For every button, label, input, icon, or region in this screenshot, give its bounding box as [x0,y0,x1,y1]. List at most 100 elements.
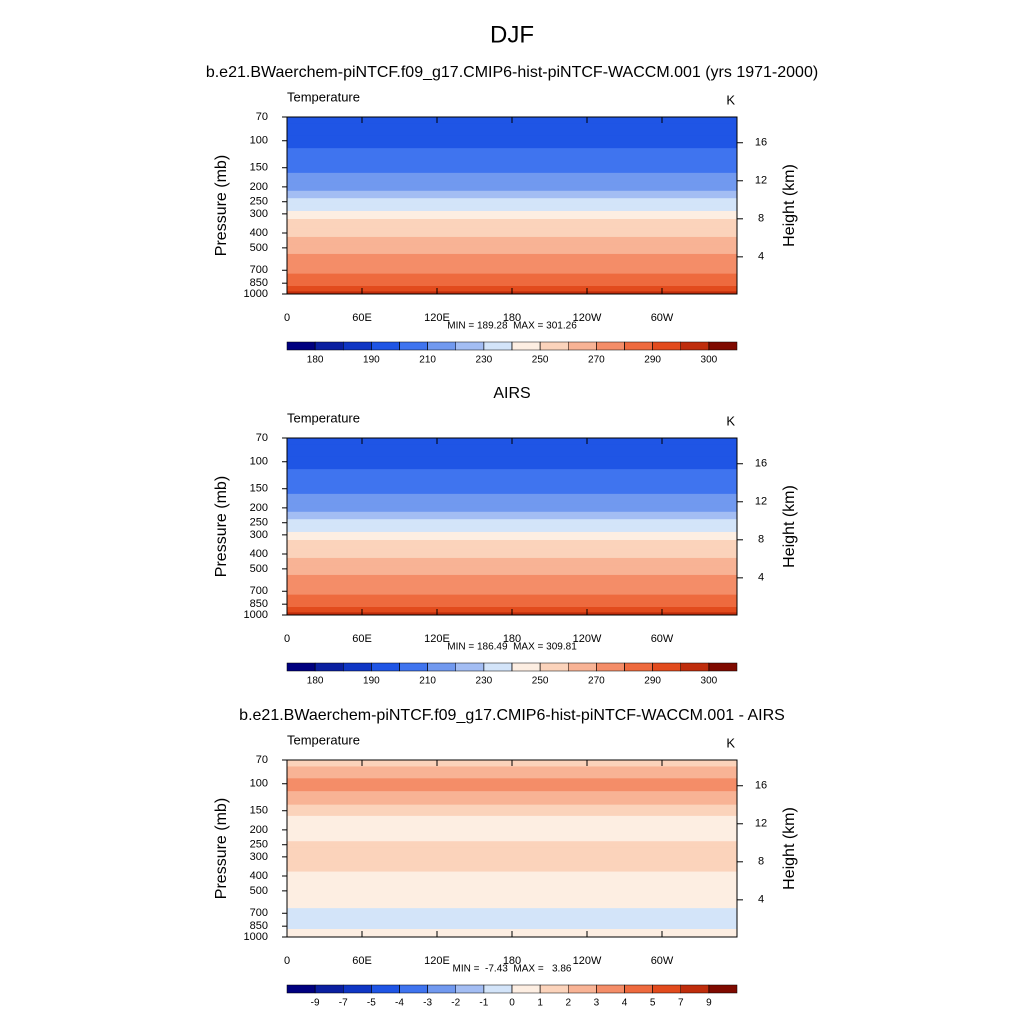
contour-band [287,923,737,930]
colorbar-label: 5 [650,998,656,1009]
contour-band [287,123,737,136]
y-axis-label: Pressure (mb) [213,798,230,899]
colorbar-label: 290 [644,676,661,687]
contour-band [287,210,737,220]
panel-title: b.e21.BWaerchem-piNTCF.f09_g17.CMIP6-his… [239,707,785,724]
colorbar-label: 300 [701,676,718,687]
contour-band [287,519,737,527]
left-label: Temperature [287,89,360,104]
y-tick-label: 250 [250,196,268,208]
colorbar-box [371,662,400,672]
stats-label: MIN = -7.43 MAX = 3.86 [453,964,572,975]
y-tick-label: 1000 [244,288,268,300]
contour-band [287,908,737,918]
colorbar-box [624,662,653,672]
y2-tick-label: 16 [755,458,767,470]
colorbar-box [399,984,428,994]
y-tick-label: 500 [250,563,268,575]
contour-band [287,273,737,281]
colorbar-label: 210 [419,355,436,366]
colorbar-box [708,341,738,351]
y-tick-label: 1000 [244,931,268,943]
y2-tick-label: 12 [755,175,767,187]
contour-band [287,847,737,855]
x-tick-label: 180 [503,312,521,324]
contour-band [287,791,737,806]
colorbar-box [455,984,485,994]
panel-title: b.e21.BWaerchem-piNTCF.f09_g17.CMIP6-his… [206,64,818,81]
y-tick-label: 70 [256,754,268,766]
contour-band [287,601,737,608]
colorbar-box [511,341,541,351]
contour-band [287,493,737,505]
colorbar-box [568,662,597,672]
contour-band [287,190,737,199]
x-tick-label: 0 [284,955,290,967]
colorbar-box [624,984,653,994]
colorbar-label: -7 [339,998,348,1009]
contour-band [287,204,737,212]
stats-label: MIN = 186.49 MAX = 309.81 [447,642,577,653]
y-tick-label: 200 [250,502,268,514]
colorbar-box [596,984,625,994]
colorbar-box [596,341,625,351]
x-tick-label: 120W [573,633,602,645]
y-tick-label: 700 [250,907,268,919]
y-tick-label: 70 [256,111,268,123]
y-tick-label: 850 [250,277,268,289]
contour-band [287,218,737,230]
colorbar-box [652,984,681,994]
colorbar-label: 7 [678,998,684,1009]
contour-band [287,853,737,863]
y2-axis-label: Height (km) [781,807,798,890]
contour-band [287,557,737,566]
contour-band [287,148,737,163]
contour-band [287,182,737,192]
colorbar-label: 180 [307,355,324,366]
y-tick-label: 250 [250,839,268,851]
y-tick-label: 300 [250,529,268,541]
contour-band [287,198,737,206]
contour-band [287,574,737,587]
contour-band [287,511,737,520]
colorbar-box [371,984,400,994]
contour-field [287,117,737,294]
colorbar-label: 270 [588,355,605,366]
y-tick-label: 100 [250,135,268,147]
y2-tick-label: 4 [758,572,764,584]
contour-field [287,760,737,937]
y-tick-label: 850 [250,920,268,932]
y-tick-label: 1000 [244,609,268,621]
colorbar-label: 210 [419,676,436,687]
x-tick-label: 60E [352,633,372,645]
colorbar-label: 270 [588,676,605,687]
y-axis-label: Pressure (mb) [213,476,230,577]
colorbar-box [427,341,456,351]
contour-band [287,172,737,184]
y2-tick-label: 4 [758,251,764,263]
y-tick-label: 400 [250,227,268,239]
contour-band [287,161,737,174]
contour-band [287,549,737,559]
colorbar-box [314,341,344,351]
y-tick-label: 200 [250,181,268,193]
contour-band [287,896,737,909]
contour-band [287,833,737,842]
y-tick-label: 400 [250,870,268,882]
y2-tick-label: 8 [758,213,764,225]
colorbar-label: 230 [476,676,493,687]
y-tick-label: 250 [250,517,268,529]
y-tick-label: 150 [250,483,268,495]
colorbar-box [371,341,400,351]
colorbar-box [483,662,513,672]
x-tick-label: 180 [503,955,521,967]
colorbar-label: 2 [565,998,571,1009]
colorbar-label: 250 [532,676,549,687]
colorbar-box [343,984,372,994]
contour-band [287,916,737,924]
colorbar-box [314,662,344,672]
colorbar-box [399,341,428,351]
contour-band [287,265,737,275]
colorbar-box [399,662,428,672]
colorbar-box [568,341,597,351]
